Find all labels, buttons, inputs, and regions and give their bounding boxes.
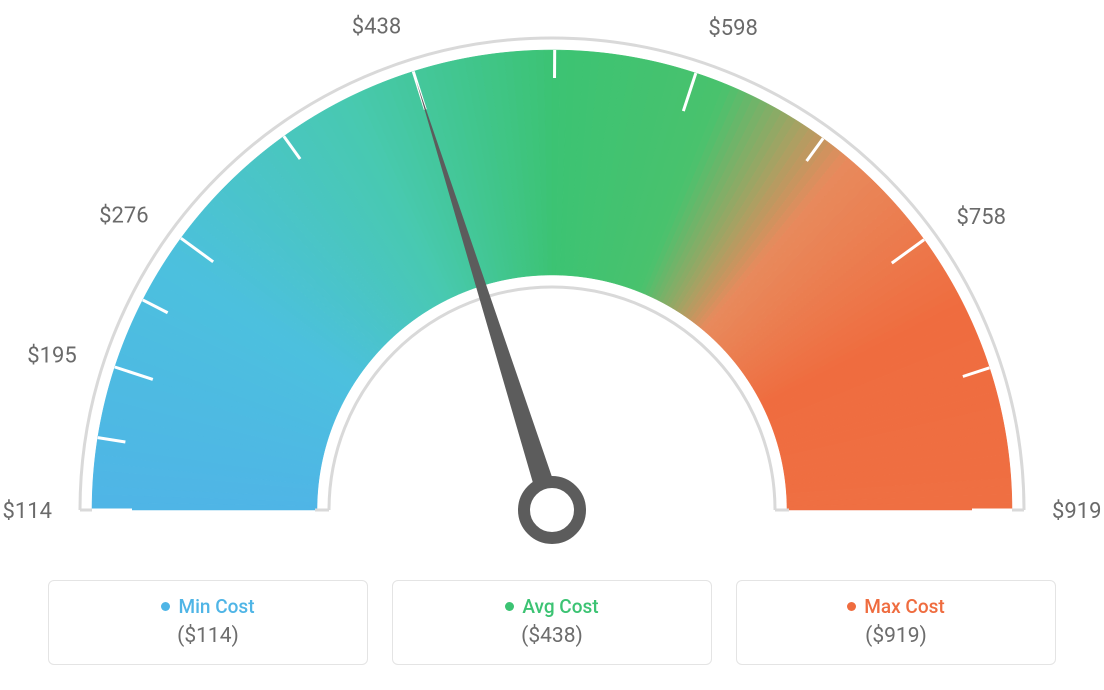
legend-dot-min [161,602,170,611]
legend-text-min: Min Cost [178,595,254,618]
legend-box-min: Min Cost ($114) [48,580,368,665]
legend-box-max: Max Cost ($919) [736,580,1056,665]
gauge-svg: $114 $195 $276 $438 $598 $758 $919 [0,0,1104,570]
gauge-tick-label: $114 [3,499,52,524]
legend-dot-avg [505,602,514,611]
legend-text-avg: Avg Cost [522,595,598,618]
legend-row: Min Cost ($114) Avg Cost ($438) Max Cost… [0,580,1104,665]
gauge-tick-label: $598 [708,16,757,41]
legend-label-max: Max Cost [847,595,944,618]
legend-dot-max [847,602,856,611]
gauge-tick-label: $195 [27,344,76,369]
gauge-fill [92,50,1012,510]
legend-value-max: ($919) [747,624,1045,648]
gauge-chart: $114 $195 $276 $438 $598 $758 $919 [0,0,1104,570]
gauge-needle-hub [524,482,580,538]
legend-box-avg: Avg Cost ($438) [392,580,712,665]
gauge-tick-label: $438 [352,14,401,39]
gauge-tick-label: $758 [957,205,1006,230]
gauge-tick-label: $919 [1052,499,1101,524]
legend-label-min: Min Cost [161,595,254,618]
legend-value-avg: ($438) [403,624,701,648]
legend-text-max: Max Cost [864,595,944,618]
gauge-tick-label: $276 [99,204,148,229]
legend-label-avg: Avg Cost [505,595,598,618]
legend-value-min: ($114) [59,624,357,648]
